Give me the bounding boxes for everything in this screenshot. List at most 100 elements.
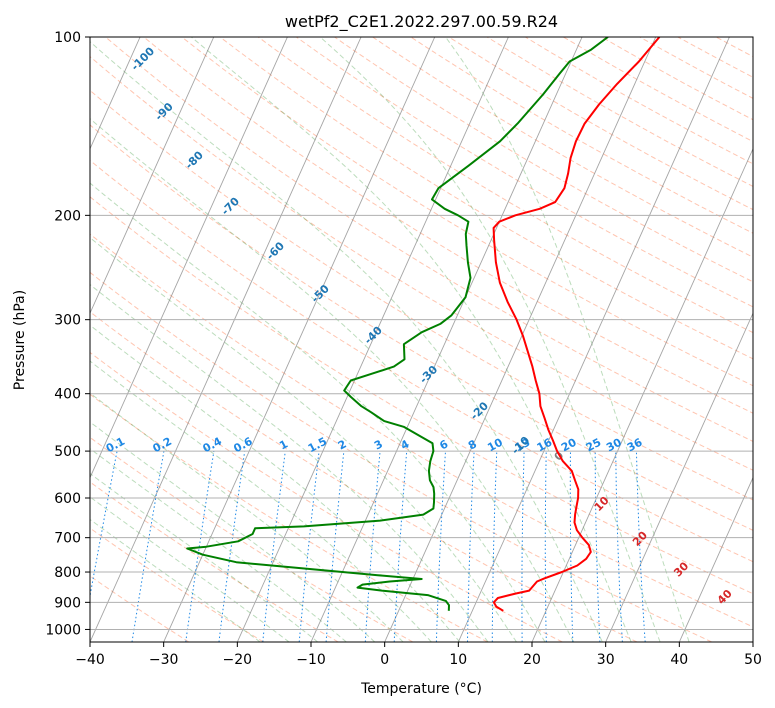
moist-adiabat [90,41,603,642]
dry-adiabat [90,159,753,563]
y-axis-label: Pressure (hPa) [12,290,28,390]
moist-adiabat [90,237,517,642]
mixing-ratio-label: 25 [584,436,604,455]
isotherm [310,37,583,642]
moist-adiabat [90,392,404,642]
moist-adiabat [319,37,661,642]
y-tick-label: 1000 [45,622,81,638]
temperature-label: -50 [309,282,332,305]
dry-adiabat [143,37,753,414]
isotherm [531,147,753,642]
dry-adiabat [257,37,753,334]
mixing-ratio-label: 13 [513,436,533,455]
temperature-label: 10 [592,494,612,514]
mixing-ratio-line [521,451,525,642]
dry-adiabat [754,37,775,642]
isotherm [90,37,215,315]
mixing-ratio-label: 2 [336,437,349,452]
moist-adiabat [90,448,347,642]
moist-adiabat [190,37,632,642]
isotherm [236,37,509,642]
moist-adiabat [90,118,575,642]
mixing-ratio-line [218,451,246,642]
dry-adiabat [105,37,753,442]
x-tick-label: −10 [296,652,326,668]
y-tick-label: 800 [54,565,81,581]
y-tick-label: 200 [54,208,81,224]
mixing-ratio-label: 30 [604,436,624,455]
temperature-label: -20 [468,399,491,422]
dry-adiabat [90,311,638,642]
dry-adiabat [334,37,753,283]
moist-adiabat [445,37,690,642]
dry-adiabat [90,271,712,642]
y-axis: 100 200 300 400 500 600 700 800 900 1000 [45,30,90,638]
mixing-ratio-line [544,451,547,642]
x-tick-label: −20 [223,652,253,668]
x-tick-label: 0 [380,652,389,668]
isotherm [457,37,730,642]
dry-adiabat [296,37,753,308]
mixing-ratio-line [569,451,574,642]
y-tick-label: 300 [54,313,81,329]
mixing-ratio-line [615,451,623,642]
dry-adiabat [486,37,753,187]
moist-adiabat [90,421,376,642]
x-tick-label: 20 [523,652,541,668]
pressure-grid [90,37,753,630]
dry-adiabat [90,393,488,642]
isotherm [384,37,657,642]
x-tick-label: 30 [597,652,615,668]
mixing-ratio-line [393,451,408,642]
dry-adiabat [90,436,414,642]
chart-title: wetPf2_C2E1.2022.297.00.59.R24 [285,12,558,32]
dry-adiabat [90,233,753,628]
temperature-label: -10 [509,434,532,457]
mixing-ratio-line [491,451,498,642]
temperature-label: 20 [630,529,650,549]
isotherm [0,37,66,642]
dry-adiabat [448,37,753,211]
mixing-ratio-label: 8 [466,437,479,452]
temperature-label: -70 [219,194,242,217]
moist-adiabat [90,496,290,642]
x-axis: −40 −30 −20 −10 0 10 20 30 40 50 [75,642,762,668]
isotherm [90,37,362,642]
dry-adiabat [90,351,563,642]
mixing-ratio-line [131,451,165,642]
sounding-traces [186,37,661,612]
mixing-ratio-label: 3 [372,437,385,452]
dry-adiabat [181,37,753,387]
temperature-label: -30 [417,363,440,386]
isoline-labels: 0.1 0.2 0.4 0.6 1 1.5 2 3 4 6 8 10 13 16 20 25 30 36-100-… [104,44,735,607]
isotherm [605,312,753,642]
mixing-ratio-label: 0.1 [104,435,127,456]
dry-adiabat [525,37,753,165]
dewpoint-trace [186,37,609,611]
y-tick-label: 100 [54,30,81,46]
x-axis-label: Temperature (°C) [360,681,482,697]
dry-adiabat [90,527,264,642]
x-tick-label: 40 [670,652,688,668]
temperature-label: -90 [153,100,176,123]
isotherm [752,640,753,642]
dry-adiabat [563,37,753,143]
mixing-ratio-line [90,451,118,599]
dry-adiabat [219,37,753,360]
dry-adiabat [715,37,753,58]
mixing-ratio-line [262,451,286,642]
temperature-label: -100 [128,44,157,73]
x-tick-label: −40 [75,652,105,668]
x-tick-label: −30 [149,652,179,668]
mixing-ratio-label: 20 [559,436,579,455]
y-tick-label: 900 [54,595,81,611]
mixing-ratio-label: 1 [277,437,290,452]
isotherm [90,37,288,479]
mixing-ratio-line [594,451,601,642]
mixing-ratio-label: 16 [535,436,555,455]
mixing-ratio-line [298,451,320,642]
moist-adiabat [90,182,546,642]
y-tick-label: 400 [54,387,81,403]
mixing-ratio-label: 6 [437,437,450,452]
